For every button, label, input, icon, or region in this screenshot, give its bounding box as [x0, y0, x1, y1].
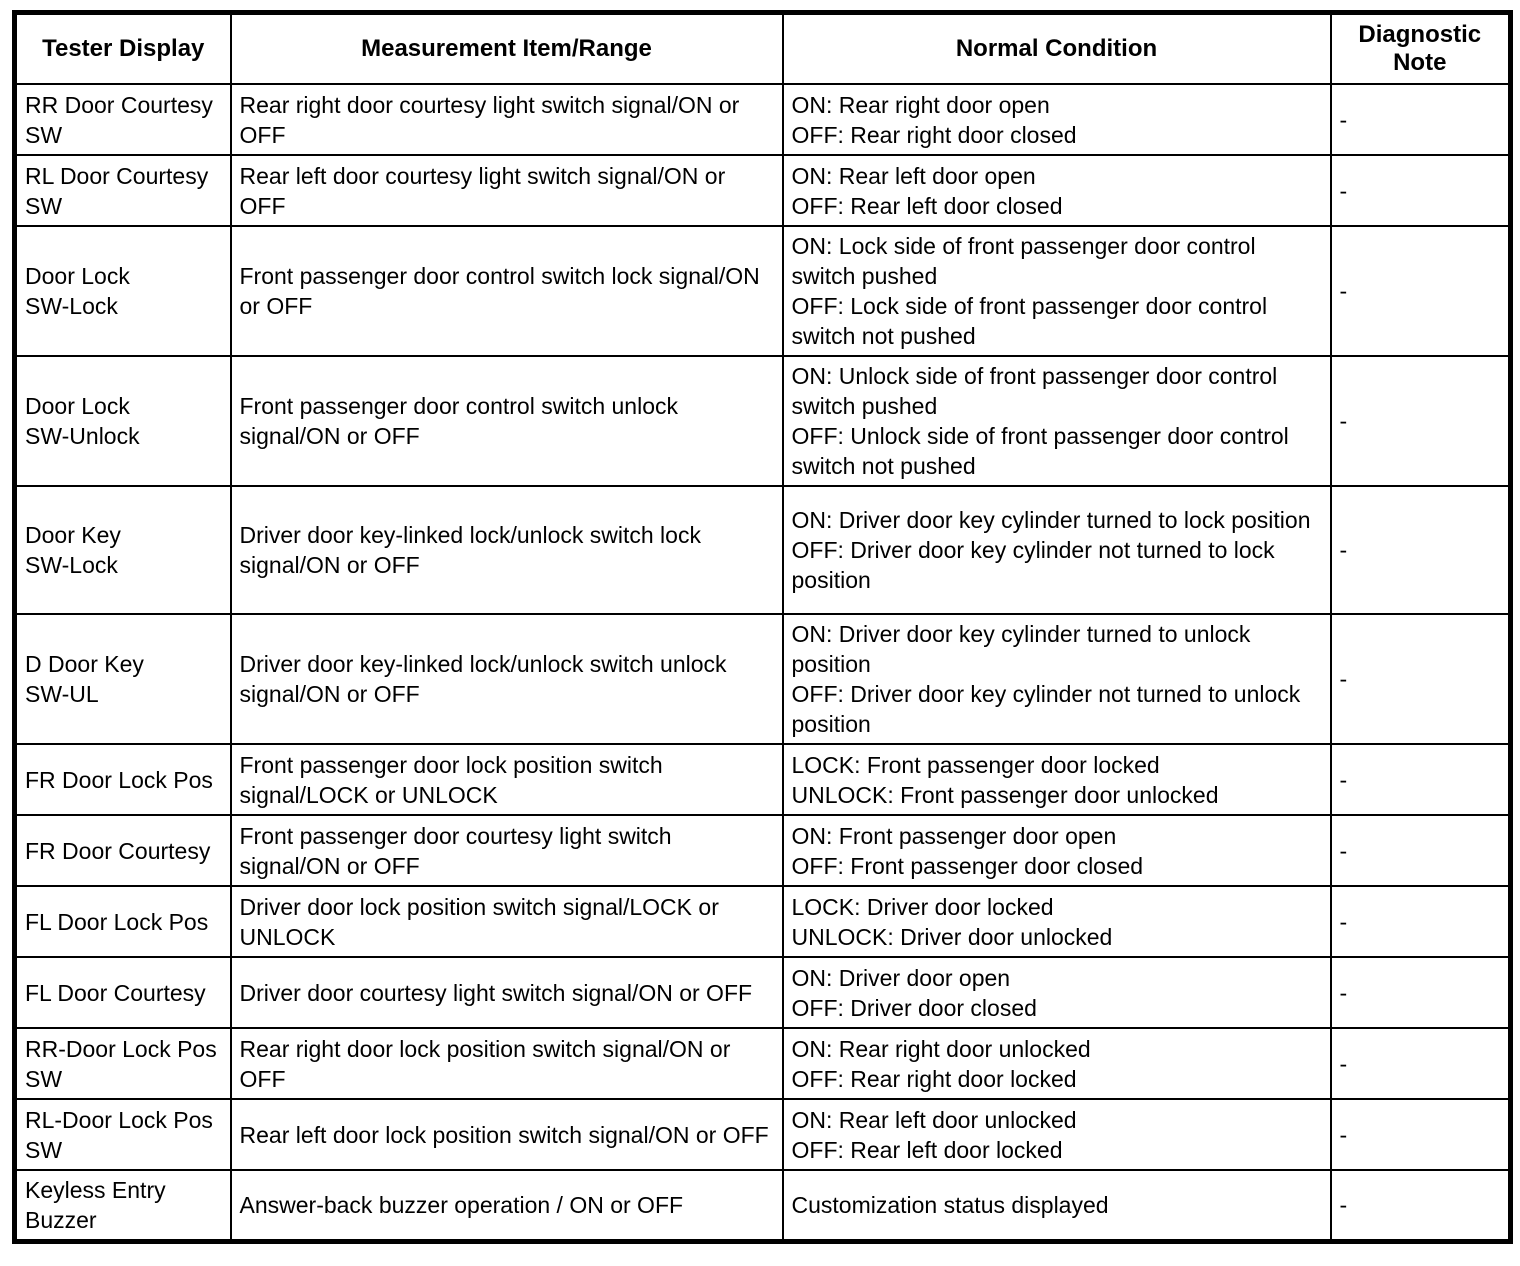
cell-measurement-item: Driver door courtesy light switch signal…	[229, 956, 784, 1029]
table-row: Keyless Entry Buzzer Answer-back buzzer …	[13, 1169, 1512, 1243]
cell-tester-display: Door Key SW-Lock	[13, 485, 232, 615]
cell-diagnostic-note: -	[1329, 1169, 1512, 1243]
cell-diagnostic-note: -	[1329, 885, 1512, 958]
cell-tester-display: D Door Key SW-UL	[13, 613, 232, 745]
cell-measurement-item: Rear right door courtesy light switch si…	[229, 83, 784, 156]
cell-diagnostic-note: -	[1329, 814, 1512, 887]
table-row: FL Door Courtesy Driver door courtesy li…	[13, 956, 1512, 1029]
table-row: Door Lock SW-Unlock Front passenger door…	[13, 355, 1512, 487]
cell-measurement-item: Rear left door lock position switch sign…	[229, 1098, 784, 1171]
header-cell-diagnostic-note: Diagnostic Note	[1329, 11, 1512, 85]
cell-diagnostic-note: -	[1329, 83, 1512, 156]
cell-measurement-item: Driver door lock position switch signal/…	[229, 885, 784, 958]
cell-measurement-item: Answer-back buzzer operation / ON or OFF	[229, 1169, 784, 1243]
cell-measurement-item: Front passenger door control switch lock…	[229, 225, 784, 357]
cell-tester-display: FL Door Lock Pos	[13, 885, 232, 958]
cell-diagnostic-note: -	[1329, 613, 1512, 745]
cell-tester-display: Door Lock SW-Unlock	[13, 355, 232, 487]
cell-diagnostic-note: -	[1329, 1098, 1512, 1171]
cell-normal-condition: ON: Rear left door unlocked OFF: Rear le…	[781, 1098, 1332, 1171]
header-cell-measurement-item: Measurement Item/Range	[229, 11, 784, 85]
table-row: FR Door Lock Pos Front passenger door lo…	[13, 743, 1512, 816]
cell-measurement-item: Driver door key-linked lock/unlock switc…	[229, 613, 784, 745]
cell-tester-display: RR-Door Lock Pos SW	[13, 1027, 232, 1100]
cell-normal-condition: ON: Driver door open OFF: Driver door cl…	[781, 956, 1332, 1029]
header-cell-normal-condition: Normal Condition	[781, 11, 1332, 85]
cell-normal-condition: LOCK: Driver door locked UNLOCK: Driver …	[781, 885, 1332, 958]
cell-normal-condition: ON: Front passenger door open OFF: Front…	[781, 814, 1332, 887]
cell-tester-display: RR Door Courtesy SW	[13, 83, 232, 156]
table-row: RL-Door Lock Pos SW Rear left door lock …	[13, 1098, 1512, 1171]
cell-diagnostic-note: -	[1329, 355, 1512, 487]
cell-normal-condition: Customization status displayed	[781, 1169, 1332, 1243]
cell-normal-condition: ON: Rear left door open OFF: Rear left d…	[781, 154, 1332, 227]
cell-measurement-item: Front passenger door lock position switc…	[229, 743, 784, 816]
cell-diagnostic-note: -	[1329, 743, 1512, 816]
cell-tester-display: FR Door Courtesy	[13, 814, 232, 887]
cell-normal-condition: ON: Rear right door unlocked OFF: Rear r…	[781, 1027, 1332, 1100]
table-row: RL Door Courtesy SW Rear left door court…	[13, 154, 1512, 227]
cell-tester-display: RL-Door Lock Pos SW	[13, 1098, 232, 1171]
cell-normal-condition: ON: Lock side of front passenger door co…	[781, 225, 1332, 357]
table-row: Door Lock SW-Lock Front passenger door c…	[13, 225, 1512, 357]
cell-tester-display: RL Door Courtesy SW	[13, 154, 232, 227]
cell-diagnostic-note: -	[1329, 225, 1512, 357]
cell-normal-condition: ON: Driver door key cylinder turned to l…	[781, 485, 1332, 615]
cell-measurement-item: Rear left door courtesy light switch sig…	[229, 154, 784, 227]
header-cell-tester-display: Tester Display	[13, 11, 232, 85]
cell-diagnostic-note: -	[1329, 154, 1512, 227]
cell-tester-display: FR Door Lock Pos	[13, 743, 232, 816]
cell-diagnostic-note: -	[1329, 1027, 1512, 1100]
table-row: FR Door Courtesy Front passenger door co…	[13, 814, 1512, 887]
header-row: Tester Display Measurement Item/Range No…	[13, 11, 1512, 85]
diagnostic-data-table: Tester Display Measurement Item/Range No…	[12, 10, 1513, 1244]
table-body: RR Door Courtesy SW Rear right door cour…	[13, 83, 1512, 1243]
table-header: Tester Display Measurement Item/Range No…	[13, 11, 1512, 85]
cell-tester-display: FL Door Courtesy	[13, 956, 232, 1029]
cell-measurement-item: Rear right door lock position switch sig…	[229, 1027, 784, 1100]
cell-tester-display: Keyless Entry Buzzer	[13, 1169, 232, 1243]
cell-normal-condition: ON: Rear right door open OFF: Rear right…	[781, 83, 1332, 156]
cell-normal-condition: ON: Unlock side of front passenger door …	[781, 355, 1332, 487]
cell-normal-condition: LOCK: Front passenger door locked UNLOCK…	[781, 743, 1332, 816]
cell-normal-condition: ON: Driver door key cylinder turned to u…	[781, 613, 1332, 745]
table-row: D Door Key SW-UL Driver door key-linked …	[13, 613, 1512, 745]
table-row: RR-Door Lock Pos SW Rear right door lock…	[13, 1027, 1512, 1100]
table-row: RR Door Courtesy SW Rear right door cour…	[13, 83, 1512, 156]
table-row: Door Key SW-Lock Driver door key-linked …	[13, 485, 1512, 615]
table-row: FL Door Lock Pos Driver door lock positi…	[13, 885, 1512, 958]
cell-diagnostic-note: -	[1329, 956, 1512, 1029]
cell-tester-display: Door Lock SW-Lock	[13, 225, 232, 357]
cell-measurement-item: Front passenger door control switch unlo…	[229, 355, 784, 487]
cell-diagnostic-note: -	[1329, 485, 1512, 615]
cell-measurement-item: Driver door key-linked lock/unlock switc…	[229, 485, 784, 615]
cell-measurement-item: Front passenger door courtesy light swit…	[229, 814, 784, 887]
